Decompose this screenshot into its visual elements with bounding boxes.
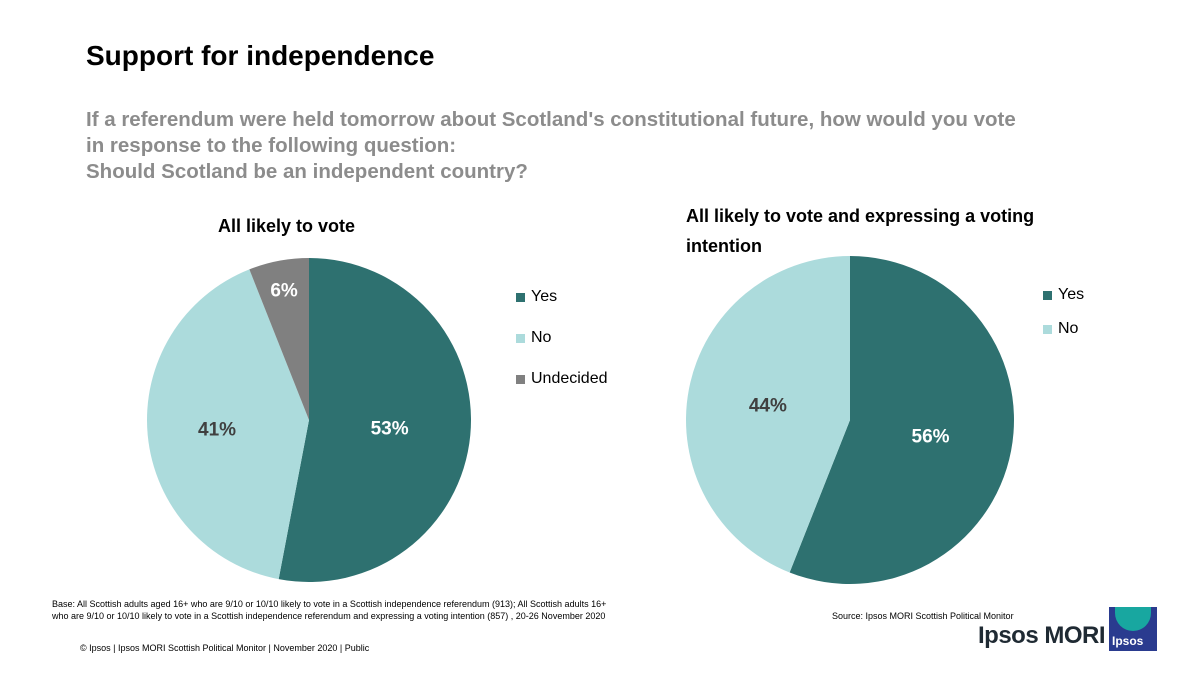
legend-swatch-no — [1043, 324, 1052, 334]
legend-label-undecided: Undecided — [531, 370, 608, 387]
legend-label-no: No — [1058, 320, 1079, 337]
legend-swatch-undecided — [516, 374, 525, 384]
legend-item-no: No — [1043, 319, 1084, 339]
pie-slice-no — [685, 256, 850, 573]
data-label-yes: 53% — [371, 419, 409, 440]
legend-item-yes: Yes — [1043, 285, 1084, 305]
legend-swatch-yes — [1043, 290, 1052, 300]
ipsos-mori-logo-text: Ipsos MORI — [978, 622, 1106, 649]
legend-label-no: No — [531, 329, 552, 346]
base-note: Base: All Scottish adults aged 16+ who a… — [52, 599, 607, 621]
chart2-title: All likely to vote and expressing a voti… — [686, 206, 1035, 256]
legend-swatch-no — [516, 333, 525, 343]
chart2-legend: Yes No — [1043, 285, 1084, 353]
source-note: Source: Ipsos MORI Scottish Political Mo… — [832, 611, 1014, 621]
pie-slice-yes — [278, 258, 471, 582]
legend-item-yes: Yes — [516, 287, 608, 307]
legend-label-yes: Yes — [1058, 286, 1085, 303]
data-label-no: 44% — [749, 395, 787, 416]
footer-text: © Ipsos | Ipsos MORI Scottish Political … — [80, 643, 370, 653]
pie-slice-undecided — [249, 258, 309, 420]
question-line-1: If a referendum were held tomorrow about… — [86, 108, 1016, 131]
question-text: If a referendum were held tomorrow about… — [86, 107, 1146, 185]
page-title: Support for independence — [86, 40, 435, 71]
legend-item-no: No — [516, 328, 608, 348]
data-label-yes: 56% — [912, 426, 950, 447]
question-line-3: Should Scotland be an independent countr… — [86, 160, 528, 183]
chart1-title: All likely to vote — [218, 216, 356, 236]
data-label-no: 41% — [198, 420, 236, 441]
pie-slice-yes — [789, 256, 1014, 584]
chart1-legend: Yes No Undecided — [516, 287, 608, 410]
ipsos-logo-icon: Ipsos — [1109, 607, 1157, 651]
question-line-2: in response to the following question: — [86, 134, 457, 157]
legend-swatch-yes — [516, 292, 525, 302]
data-label-undecided: 6% — [270, 281, 298, 302]
legend-label-yes: Yes — [531, 288, 558, 305]
pie-slice-no — [147, 269, 309, 580]
ipsos-logo-word: Ipsos — [1112, 634, 1144, 648]
legend-item-undecided: Undecided — [516, 369, 608, 389]
logo-teal-shape — [1115, 607, 1151, 631]
